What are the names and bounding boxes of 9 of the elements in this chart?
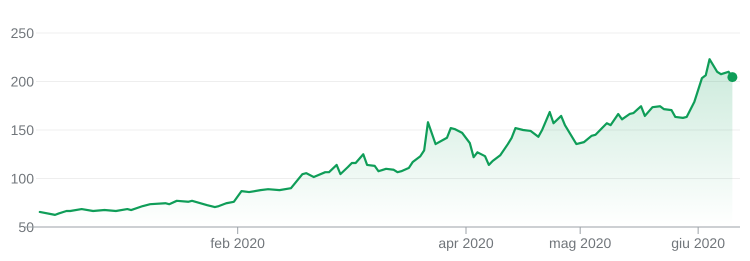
x-tick-label: mag 2020 xyxy=(549,235,612,251)
y-tick-label: 100 xyxy=(10,170,34,186)
y-tick-label: 200 xyxy=(10,73,34,90)
x-tick-label: apr 2020 xyxy=(438,235,494,251)
y-tick-label: 150 xyxy=(10,122,34,138)
y-tick-label: 250 xyxy=(10,24,34,41)
x-tick-label: feb 2020 xyxy=(210,235,266,251)
x-tick-label: giu 2020 xyxy=(671,235,726,251)
y-tick-label: 50 xyxy=(18,218,34,235)
